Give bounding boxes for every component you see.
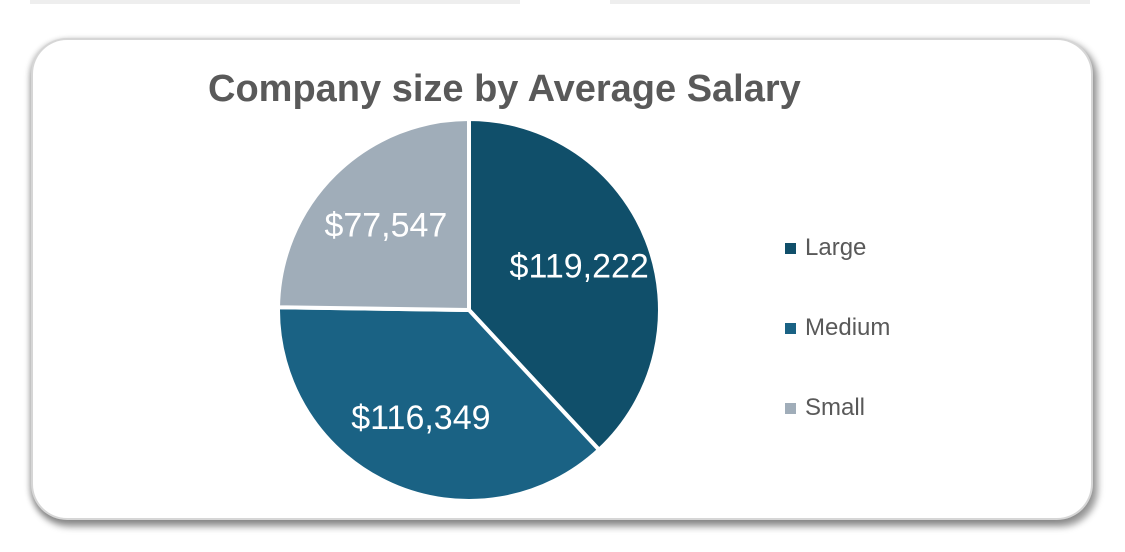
pie-slice-large[interactable]	[467, 117, 662, 452]
pie-chart: $119,222 $116,349 $77,547	[276, 117, 662, 503]
data-label-medium: $116,349	[351, 399, 490, 437]
top-border-strip	[30, 0, 520, 4]
legend-label-large: Large	[805, 234, 867, 261]
legend-swatch-large	[785, 242, 796, 254]
legend-item-small: Small	[785, 368, 890, 448]
chart-title: Company size by Average Salary	[208, 68, 801, 110]
data-label-small: $77,547	[324, 207, 447, 245]
data-label-large: $119,222	[510, 248, 649, 286]
legend-swatch-medium	[785, 322, 796, 334]
legend-swatch-small	[785, 402, 796, 414]
legend: Large Medium Small	[785, 208, 890, 448]
legend-item-large: Large	[785, 208, 890, 288]
chart-card[interactable]: Company size by Average Salary $119,222 $…	[33, 40, 1091, 518]
top-border-strip	[610, 0, 1090, 4]
legend-label-medium: Medium	[805, 314, 891, 341]
legend-label-small: Small	[805, 394, 866, 421]
legend-item-medium: Medium	[785, 288, 890, 368]
pie-slice-medium[interactable]	[276, 305, 602, 503]
pie-slice-small[interactable]	[276, 117, 471, 312]
